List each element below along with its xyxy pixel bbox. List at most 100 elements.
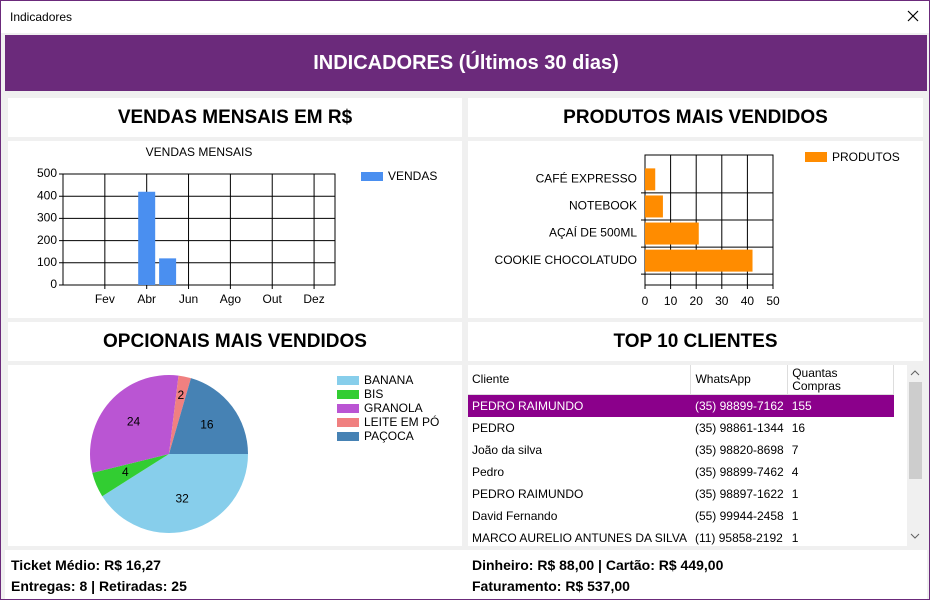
data-label: 24 (127, 415, 141, 429)
x-tick-label: Dez (303, 292, 324, 306)
y-tick-label: 500 (37, 166, 57, 180)
header-title: INDICADORES (Últimos 30 dias) (313, 51, 619, 74)
plot-frame (62, 173, 336, 286)
x-tick-label: Out (263, 292, 283, 306)
chart: VENDAS MENSAIS 0 100 200 300 400 500 Fev Abr Jun A… (8, 141, 462, 318)
legend-swatch (337, 376, 359, 385)
panel-title: PRODUTOS MAIS VENDIDOS (468, 98, 923, 137)
y-tick-label: NOTEBOOK (569, 199, 637, 213)
pie-slice (102, 454, 248, 533)
panel-title: VENDAS MENSAIS EM R$ (8, 98, 462, 137)
data-label: 16 (200, 418, 214, 432)
legend-swatch (337, 390, 359, 399)
legend-swatch (805, 152, 827, 162)
pie-slice (169, 375, 191, 454)
table-cell: (35) 98899-7462 (694, 465, 784, 479)
y-tick-label: AÇAÍ DE 500ML (549, 225, 637, 240)
close-button[interactable] (907, 10, 919, 22)
table-cell: (35) 98861-1344 (694, 421, 784, 435)
scroll-down[interactable] (910, 532, 920, 540)
bar (645, 195, 663, 218)
header-row: Cliente WhatsApp Quantas Compras (468, 365, 895, 395)
chart-title: VENDAS MENSAIS (146, 145, 253, 159)
table-cell: (55) 99944-2458 (694, 509, 784, 523)
table-cell: MARCO AURELIO ANTUNES DA SILVA (472, 531, 687, 545)
table-row[interactable]: David Fernando (55) 99944-2458 1 (468, 505, 894, 527)
table-cell: 16 (791, 421, 806, 435)
x-tick-label: Jun (179, 292, 198, 306)
y-tick-label: 400 (37, 188, 57, 202)
legend-label: PAÇOCA (364, 429, 414, 443)
table-row[interactable]: PEDRO RAIMUNDO (35) 98897-1622 1 (468, 483, 894, 505)
table-row[interactable]: João da silva (35) 98820-8698 7 (468, 439, 894, 461)
chart: 32 BANANA 4 BIS 24 GRANOLA 2 LEITE EM PÓ 16 PAÇOC… (8, 365, 462, 546)
table-cell: 1 (791, 487, 799, 501)
table-cell: João da silva (472, 443, 543, 457)
panel-title: OPCIONAIS MAIS VENDIDOS (8, 322, 462, 361)
table-cell: (35) 98899-7162 (694, 399, 784, 413)
legend-swatch (337, 432, 359, 441)
legend-label: GRANOLA (364, 401, 423, 415)
plot-frame (644, 154, 774, 286)
y-tick-label: 300 (37, 211, 57, 225)
legend-label: BANANA (364, 373, 413, 387)
table-row[interactable]: PEDRO RAIMUNDO (35) 98899-7162 155 (468, 394, 894, 417)
data-label: 4 (122, 465, 129, 479)
y-tick-label: 100 (37, 255, 57, 269)
pie-slice (169, 378, 248, 454)
table-row[interactable]: MARCO AURELIO ANTUNES DA SILVA (11) 95858… (468, 527, 894, 546)
x-tick-label: 0 (642, 294, 649, 308)
title-bar: Indicadores (1, 1, 929, 33)
table-row[interactable]: Pedro (35) 98899-7462 4 (468, 461, 894, 483)
x-tick-label: Fev (95, 292, 115, 306)
table-cell: PEDRO RAIMUNDO (472, 487, 584, 501)
table-row[interactable]: PEDRO (35) 98861-1344 16 (468, 417, 894, 439)
x-tick-label: 10 (664, 294, 678, 308)
footer: Ticket Médio: R$ 16,27 Entregas: 8 | Ret… (5, 550, 927, 599)
y-tick-label: COOKIE CHOCOLATUDO (495, 253, 637, 267)
header: INDICADORES (Últimos 30 dias) (5, 35, 927, 91)
legend-label: LEITE EM PÓ (364, 414, 439, 429)
column-header: WhatsApp (690, 365, 789, 395)
footer-text: Dinheiro: R$ 88,00 | Cartão: R$ 449,00 (472, 557, 724, 573)
table-cell: 7 (791, 443, 799, 457)
column-header-text: WhatsApp (695, 372, 751, 386)
scroll-up[interactable] (910, 369, 920, 377)
table-cell: David Fernando (472, 509, 558, 523)
legend-label: PRODUTOS (832, 150, 900, 164)
footer-text: Ticket Médio: R$ 16,27 (11, 557, 161, 573)
legend-label: BIS (364, 387, 383, 401)
bar (645, 168, 656, 191)
bar (645, 222, 699, 245)
column-header: Cliente (468, 365, 692, 395)
chart: 0 10 20 30 40 50 CAFÉ EXPRESSO NOTEBOOK AÇAÍ DE … (468, 141, 923, 318)
data-label: 32 (176, 492, 190, 506)
x-tick-label: Abr (137, 292, 156, 306)
legend-swatch (361, 172, 383, 181)
y-tick-label: CAFÉ EXPRESSO (536, 171, 637, 186)
x-tick-label: 50 (766, 294, 780, 308)
x-tick-label: 20 (690, 294, 704, 308)
x-tick-label: 30 (715, 294, 729, 308)
bar (138, 191, 156, 285)
y-tick-label: 0 (50, 277, 57, 291)
window-title: Indicadores (10, 10, 73, 24)
pie-slice (92, 454, 169, 497)
x-tick-label: 40 (741, 294, 755, 308)
column-header-text: Cliente (472, 372, 510, 386)
pie-slice (89, 375, 179, 473)
legend-label: VENDAS (388, 169, 437, 183)
scroll-thumb[interactable] (909, 382, 922, 479)
footer-text: Faturamento: R$ 537,00 (472, 578, 630, 594)
table-cell: (11) 95858-2192 (694, 531, 783, 545)
scrollbar[interactable] (907, 365, 923, 546)
table-cell: 4 (791, 465, 799, 479)
bar (159, 258, 177, 285)
clients-grid: Cliente WhatsApp Quantas Compras PEDRO RAIM… (468, 365, 923, 546)
panel-title: TOP 10 CLIENTES (468, 322, 923, 361)
data-label: 2 (178, 388, 185, 402)
legend-swatch (337, 418, 359, 427)
footer-text: Entregas: 8 | Retiradas: 25 (11, 578, 187, 594)
